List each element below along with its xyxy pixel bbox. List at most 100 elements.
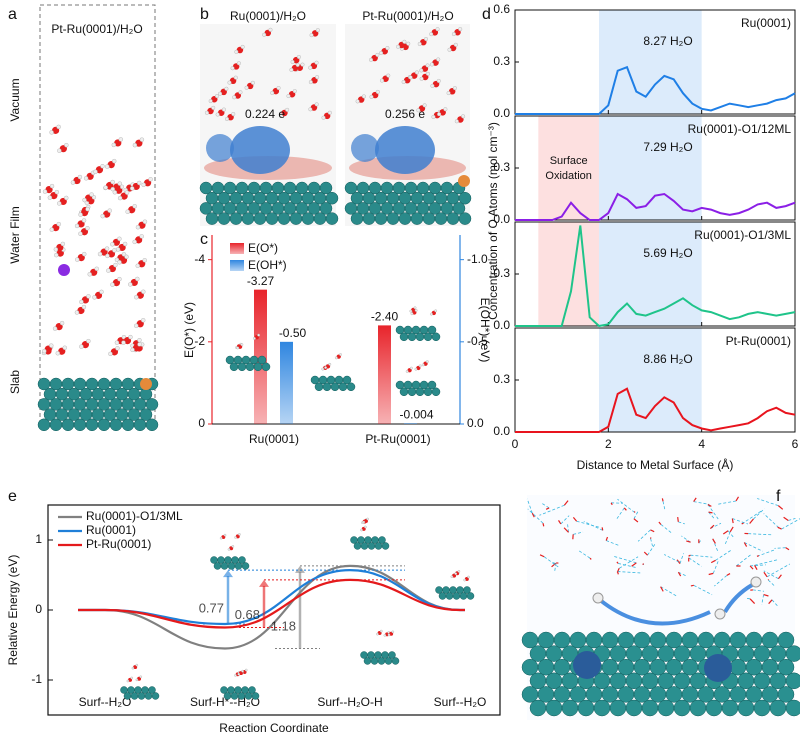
hydrogen-atom [366, 517, 369, 521]
legend-swatch [230, 243, 244, 254]
metal-atom [697, 631, 715, 649]
metal-atom [43, 387, 57, 401]
h-bond [560, 515, 570, 525]
metal-atom [545, 672, 563, 690]
metal-atom [301, 191, 315, 205]
hydrogen-atom [223, 533, 227, 537]
o-h-bond [735, 496, 740, 502]
hydrogen-atom [224, 86, 229, 91]
hydrogen-atom [257, 333, 261, 337]
hydrogen-atom [53, 247, 59, 252]
hydrogen-atom [121, 340, 126, 345]
metal-atom [362, 191, 376, 205]
h-bond [678, 571, 687, 577]
metal-atom [392, 202, 406, 215]
metal-atom [241, 562, 250, 570]
hydrogen-atom [78, 212, 83, 217]
metal-atom [649, 631, 667, 649]
metal-atom [378, 536, 386, 544]
metal-atom [410, 191, 424, 205]
o-h-bond [563, 527, 569, 533]
hydrogen-atom [268, 27, 273, 32]
metal-atom [745, 658, 763, 676]
metal-atom [545, 645, 563, 662]
hydrogen-atom [379, 78, 384, 83]
region-label: Slab [8, 370, 22, 394]
hydrogen-atom [64, 142, 69, 148]
metal-atom [144, 692, 153, 700]
series-label: Ru(0001)-O1/3ML [694, 228, 791, 242]
metal-atom [199, 181, 213, 195]
metal-atom [307, 181, 321, 195]
metal-atom [625, 699, 643, 717]
metal-atom [73, 377, 87, 391]
hydrogen-atom [453, 42, 458, 47]
o-h-bond [731, 518, 734, 524]
metal-atom [325, 212, 339, 225]
h-bond [606, 540, 620, 547]
hydrogen-atom [253, 337, 256, 340]
h-bond [763, 570, 779, 580]
hydrogen-atom [139, 137, 145, 142]
y-tick-label: -2 [194, 334, 205, 348]
metal-atom [633, 658, 651, 676]
metal-atom [253, 191, 267, 205]
metal-atom [386, 191, 400, 205]
metal-atom [49, 418, 63, 432]
metal-atom [657, 672, 675, 690]
h-bond [714, 575, 728, 587]
metal-atom [350, 212, 364, 225]
metal-atom [681, 686, 699, 703]
hydrogen-atom [413, 306, 417, 310]
h-bond [550, 561, 556, 564]
hydrogen-atom [339, 353, 342, 356]
h-bond [716, 500, 737, 505]
hydrogen-atom [425, 360, 429, 364]
metal-atom [399, 387, 409, 397]
metal-atom [211, 202, 225, 215]
metal-atom [217, 191, 231, 205]
hydrogen-atom [401, 79, 406, 84]
legend-swatch [230, 260, 244, 271]
hydrogen-atom [77, 174, 83, 180]
hydrogen-atom [369, 94, 374, 99]
metal-atom [235, 202, 249, 215]
metal-atom [398, 212, 412, 225]
shaded-span [599, 222, 702, 326]
y2-tick-label: -0.5 [467, 334, 488, 348]
metal-atom [37, 398, 51, 411]
hydrogen-atom [110, 179, 115, 185]
metal-atom [416, 181, 430, 195]
metal-atom [689, 672, 707, 690]
panel-label: e [8, 488, 17, 505]
charge-accumulation [230, 126, 290, 174]
metal-atom [553, 658, 571, 676]
o-h-bond [729, 526, 734, 533]
metal-atom [121, 418, 135, 432]
hydrogen-atom [110, 282, 115, 287]
x-axis-title: Reaction Coordinate [219, 721, 329, 735]
hydrogen-atom [135, 678, 139, 682]
hydrogen-atom [70, 180, 76, 185]
metal-atom [729, 631, 747, 649]
h-bond [707, 504, 719, 520]
metal-atom [553, 686, 571, 703]
hydrogen-atom [231, 112, 236, 117]
metal-atom [737, 672, 755, 690]
metal-atom [452, 202, 466, 215]
h-bond [763, 513, 780, 528]
hydrogen-atom [214, 94, 219, 99]
metal-atom [440, 202, 454, 215]
hydrogen-atom [112, 190, 118, 195]
metal-atom [381, 542, 390, 550]
h-bond [724, 531, 731, 545]
hydrogen-atom [314, 102, 319, 107]
o-h-bond [722, 530, 729, 535]
metal-atom [234, 562, 243, 570]
hydrogen-atom [435, 27, 440, 32]
hydrogen-atom [379, 629, 383, 633]
o-h-bond [763, 571, 768, 578]
hydrogen-atom [457, 570, 461, 573]
hydrogen-atom [425, 71, 430, 76]
metal-atom [657, 645, 675, 662]
